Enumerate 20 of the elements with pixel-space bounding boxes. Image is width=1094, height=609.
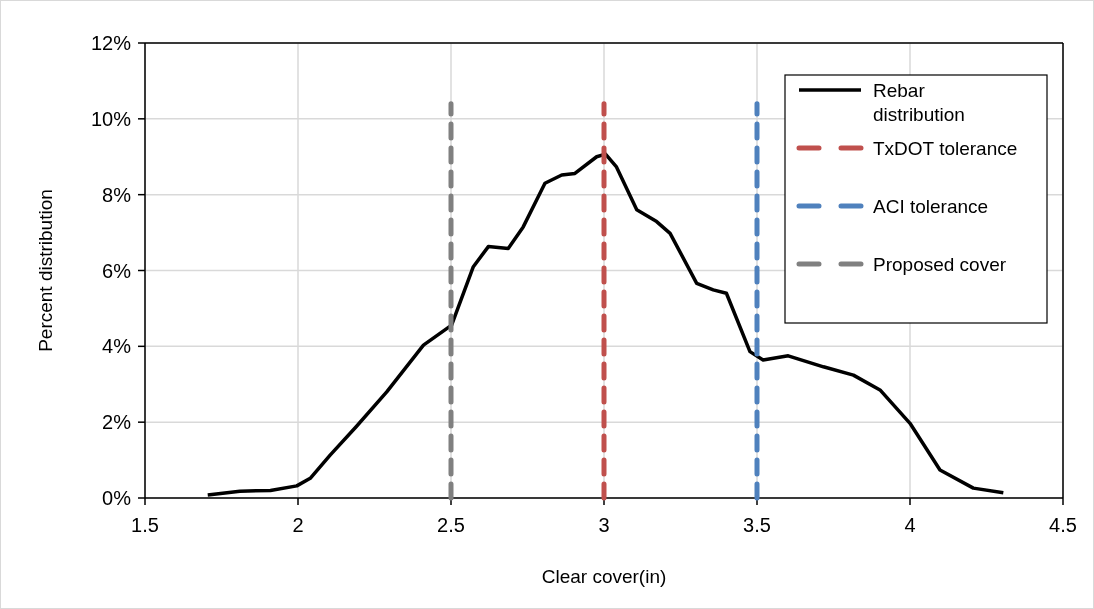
- x-tick-label: 4: [904, 514, 916, 536]
- y-tick-label: 6%: [102, 259, 132, 282]
- x-tick-label: 1.5: [131, 514, 159, 536]
- x-tick-label: 4.5: [1049, 514, 1077, 536]
- y-axis-title: Percent distribution: [35, 189, 56, 352]
- legend-label: ACI tolerance: [873, 196, 989, 217]
- legend-label: Proposed cover: [873, 254, 1007, 275]
- legend-label: Rebar distribution: [873, 80, 965, 125]
- x-tick-label: 3.5: [743, 514, 771, 536]
- x-tick-label: 2.5: [437, 514, 465, 536]
- y-tick-label: 12%: [90, 32, 132, 54]
- y-tick-label: 8%: [102, 183, 132, 206]
- x-tick-label: 2: [292, 514, 304, 536]
- y-tick-label: 0%: [102, 487, 132, 509]
- y-tick-label: 2%: [102, 411, 132, 434]
- y-tick-label: 10%: [90, 107, 132, 130]
- legend-label: TxDOT tolerance: [873, 138, 1018, 159]
- y-tick-label: 4%: [102, 335, 132, 358]
- x-tick-label: 3: [598, 514, 610, 536]
- x-axis-title: Clear cover(in): [541, 566, 667, 587]
